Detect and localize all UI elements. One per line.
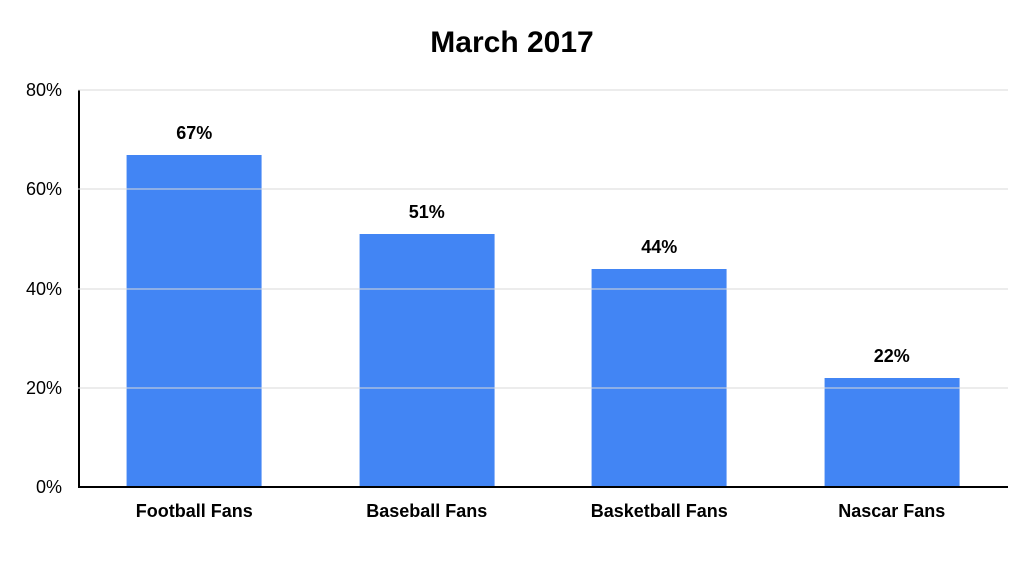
x-axis-labels: Football Fans Baseball Fans Basketball Fan… xyxy=(78,501,1008,522)
y-tick-label: 60% xyxy=(25,179,62,200)
gridline xyxy=(78,89,1008,91)
bar-group-nascar-fans: 22% xyxy=(776,90,1009,487)
bar-value-label-football-fans: 67% xyxy=(176,122,213,143)
y-axis-labels: 0% 20% 40% 60% 80% xyxy=(0,81,70,496)
bar-nascar-fans xyxy=(824,377,960,487)
bar-value-label-basketball-fans: 44% xyxy=(641,236,678,257)
gridline xyxy=(78,288,1008,289)
bar-group-football-fans: 67% xyxy=(78,90,311,487)
y-tick-label: 0% xyxy=(35,477,62,497)
y-tick-label: 40% xyxy=(25,278,62,299)
y-tick-label: 20% xyxy=(25,377,62,398)
bar-value-label-nascar-fans: 22% xyxy=(873,345,910,366)
bar-football-fans xyxy=(126,154,262,487)
bar-group-basketball-fans: 44% xyxy=(543,90,776,487)
bar-basketball-fans xyxy=(591,268,727,487)
bars-container: 67% 51% 44% 22% xyxy=(78,90,1008,487)
x-tick-label-football-fans: Football Fans xyxy=(135,501,253,521)
gridline xyxy=(78,387,1008,389)
x-axis-line xyxy=(78,486,1008,488)
x-tick-label-basketball-fans: Basketball Fans xyxy=(590,501,728,521)
x-tick-label-nascar-fans: Nascar Fans xyxy=(838,501,946,521)
plot-area: 67% 51% 44% 22% xyxy=(78,89,1008,488)
gridline xyxy=(78,188,1008,190)
chart-title: March 2017 xyxy=(430,26,594,59)
y-tick-label: 80% xyxy=(25,80,62,100)
bar-value-label-baseball-fans: 51% xyxy=(408,201,445,222)
bar-baseball-fans xyxy=(359,233,495,487)
bar-group-baseball-fans: 51% xyxy=(311,90,544,487)
x-tick-label-baseball-fans: Baseball Fans xyxy=(366,501,488,521)
